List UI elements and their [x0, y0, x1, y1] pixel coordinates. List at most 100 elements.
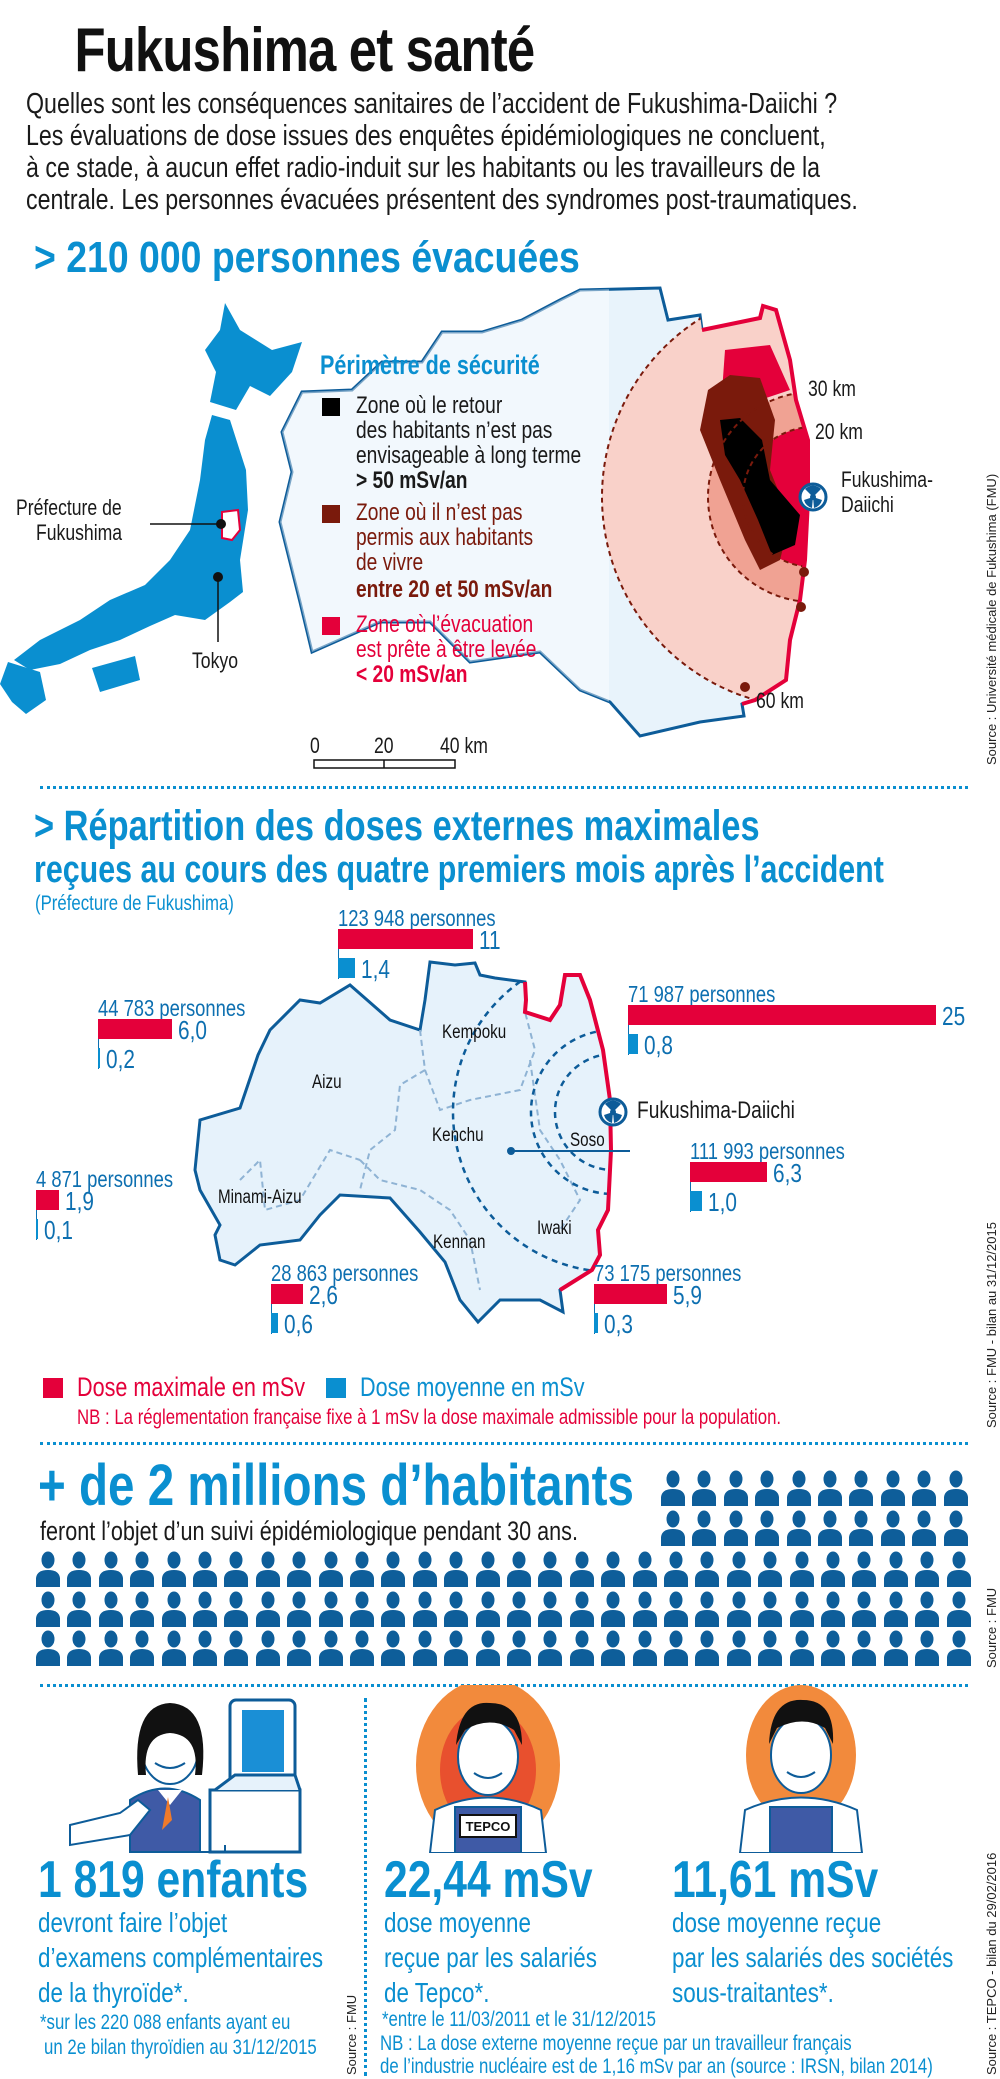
zone-value: < 20 mSv/an — [356, 661, 468, 688]
person-icon — [381, 1630, 406, 1666]
people-count: 71 987 personnes — [628, 981, 776, 1007]
zone-text: Zone où l’évacuation — [356, 611, 534, 638]
workers-note: de l’industrie nucléaire est de 1,16 mSv… — [380, 2055, 933, 2078]
person-icon — [821, 1630, 845, 1666]
subcontractor-figure: 11,61 mSv — [672, 1851, 879, 1909]
max-dose-value: 11 — [479, 925, 501, 955]
max-dose-bar — [338, 929, 474, 949]
person-icon — [786, 1510, 811, 1546]
monitoring-subline: feront l’objet d’un suivi épidémiologiqu… — [40, 1516, 578, 1546]
mean-dose-bar — [690, 1191, 703, 1211]
person-icon — [664, 1551, 688, 1587]
region-minami-aizu: Minami-Aizu — [218, 1187, 302, 1208]
person-icon — [318, 1591, 343, 1627]
coastline — [522, 973, 614, 1292]
person-icon — [538, 1630, 563, 1666]
subcontractor-text: sous-traitantes*. — [672, 1977, 834, 2008]
person-icon — [692, 1510, 717, 1546]
mean-dose-value: 1,0 — [708, 1187, 738, 1217]
person-icon — [444, 1551, 469, 1587]
people-count: 123 948 personnes — [338, 905, 496, 931]
tepco-worker-illustration: TEPCO — [416, 1685, 560, 1853]
mean-dose-value: 0,2 — [106, 1044, 136, 1074]
workers-note: NB : La dose externe moyenne reçue par u… — [380, 2032, 852, 2055]
person-icon — [412, 1591, 437, 1627]
person-icon — [946, 1551, 971, 1587]
zone-swatch-brown — [322, 505, 340, 523]
person-icon — [755, 1510, 780, 1546]
person-icon — [193, 1630, 217, 1666]
person-icon — [883, 1591, 908, 1627]
max-dose-bar — [36, 1190, 60, 1210]
dose-group-iwaki: 73 175 personnes 5,9 0,3 — [594, 1262, 994, 1352]
mean-dose-bar — [36, 1219, 38, 1239]
children-footnote: *sur les 220 088 enfants ayant eu — [40, 2011, 291, 2034]
person-icon — [726, 1591, 751, 1627]
doses-heading-2: reçues au cours des quatre premiers mois… — [34, 849, 884, 891]
person-icon — [98, 1591, 123, 1627]
person-icon — [161, 1591, 186, 1627]
person-icon — [601, 1551, 626, 1587]
person-icon — [130, 1630, 155, 1666]
person-icon — [912, 1470, 937, 1506]
person-icon — [412, 1630, 437, 1666]
person-icon — [880, 1470, 905, 1506]
person-icon — [912, 1510, 937, 1546]
person-icon — [67, 1591, 92, 1627]
person-icon — [695, 1551, 720, 1587]
source-tepco: Source : TEPCO - bilan du 29/02/2016 — [984, 1852, 999, 2075]
dose-group-kennan: 28 863 personnes 2,6 0,6 — [271, 1262, 671, 1352]
people-count: 4 871 personnes — [36, 1166, 174, 1192]
person-icon — [98, 1630, 123, 1666]
prefecture-label: Préfecture de — [16, 495, 122, 520]
person-icon — [130, 1591, 155, 1627]
person-icon — [67, 1630, 92, 1666]
person-icon — [880, 1510, 905, 1546]
person-icon — [758, 1630, 783, 1666]
person-icon — [538, 1551, 563, 1587]
person-icon — [664, 1591, 688, 1627]
prefecture-dose-map — [193, 960, 630, 1324]
thyroid-exam-illustration — [69, 1698, 302, 1854]
max-dose-bar — [98, 1019, 172, 1039]
zone-text: de vivre — [356, 549, 424, 576]
person-icon — [350, 1591, 374, 1627]
person-icon — [67, 1551, 92, 1587]
person-icon — [943, 1510, 968, 1546]
children-footnote: un 2e bilan thyroïdien au 31/12/2015 — [44, 2036, 317, 2059]
person-icon — [849, 1470, 874, 1506]
person-icon — [758, 1591, 783, 1627]
regulation-note: NB : La réglementation française fixe à … — [77, 1406, 782, 1429]
person-icon — [852, 1630, 877, 1666]
evacuation-heading: > 210 000 personnes évacuées — [34, 233, 580, 282]
zone-swatch-black — [322, 398, 340, 416]
tepco-text: dose moyenne — [384, 1907, 531, 1938]
max-dose-value: 1,9 — [65, 1186, 95, 1216]
bar-axis — [338, 929, 339, 979]
bar-axis — [628, 1005, 629, 1055]
person-icon — [946, 1591, 971, 1627]
person-icon — [726, 1630, 751, 1666]
legend-mean-swatch — [326, 1378, 346, 1398]
intro-line: Quelles sont les conséquences sanitaires… — [26, 88, 838, 120]
zone-over-50 — [720, 418, 800, 555]
mean-dose-value: 0,3 — [603, 1309, 633, 1339]
dose-group-soso: 71 987 personnes 25 0,8 — [628, 983, 1000, 1073]
district-borders — [239, 1011, 582, 1291]
legend-mean-label: Dose moyenne en mSv — [360, 1372, 585, 1402]
shikoku — [92, 656, 140, 692]
person-icon — [36, 1630, 60, 1666]
doses-subtitle: (Préfecture de Fukushima) — [35, 892, 234, 915]
region-iwaki: Iwaki — [537, 1218, 572, 1239]
person-icon — [507, 1591, 531, 1627]
tepco-figure: 22,44 mSv — [384, 1851, 593, 1909]
bar-axis — [690, 1162, 691, 1212]
mean-dose-value: 1,4 — [361, 954, 391, 984]
distance-arcs — [451, 962, 611, 1274]
person-icon — [632, 1591, 657, 1627]
person-icon — [224, 1551, 249, 1587]
scale-label: 40 km — [440, 733, 488, 758]
person-icon — [538, 1591, 563, 1627]
mean-dose-bar — [338, 958, 356, 978]
person-icon — [287, 1551, 312, 1587]
